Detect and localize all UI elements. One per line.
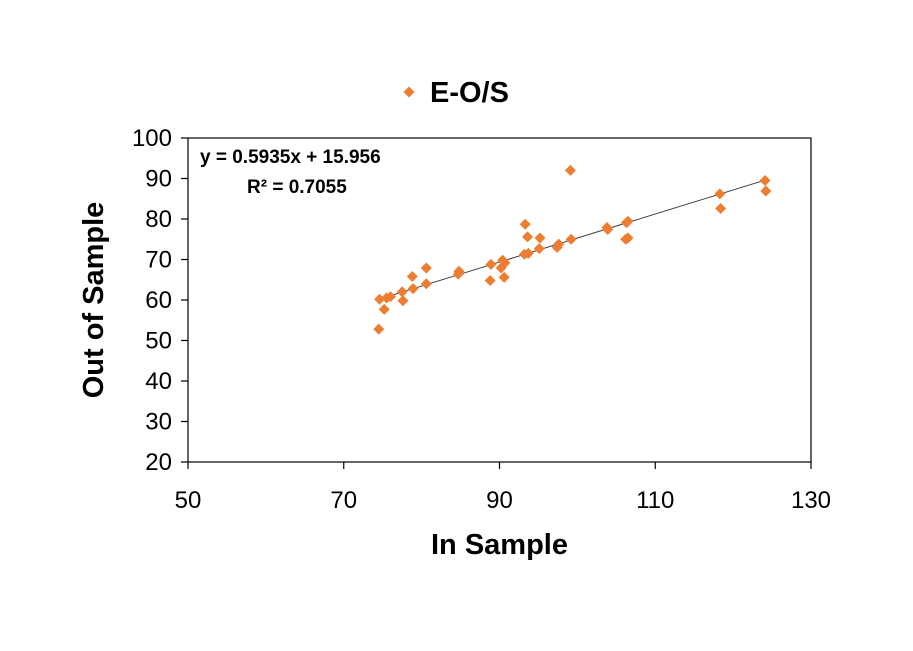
y-axis-title: Out of Sample xyxy=(78,202,110,399)
data-points xyxy=(373,164,772,335)
y-tick-label: 90 xyxy=(145,166,172,193)
data-point xyxy=(622,215,634,227)
legend-marker-diamond xyxy=(403,86,415,98)
data-point xyxy=(396,286,408,298)
data-point xyxy=(759,175,771,187)
x-tick-label: 50 xyxy=(175,487,202,514)
y-axis: 20 30 40 50 60 70 80 90 100 xyxy=(132,125,188,476)
data-point xyxy=(406,271,418,283)
x-tick-label: 110 xyxy=(636,487,674,514)
data-point xyxy=(534,232,546,244)
x-axis-title: In Sample xyxy=(431,529,568,561)
data-point xyxy=(714,188,726,200)
y-tick-label: 30 xyxy=(145,409,172,436)
x-tick-label: 130 xyxy=(791,487,831,514)
data-point xyxy=(374,293,386,305)
y-tick-label: 20 xyxy=(145,449,172,476)
data-point xyxy=(373,323,385,335)
data-point xyxy=(498,271,510,283)
trendline-equation: y = 0.5935x + 15.956 xyxy=(200,147,381,168)
data-point xyxy=(760,185,772,197)
legend: E-O/S xyxy=(403,77,509,109)
data-point xyxy=(378,303,390,315)
x-tick-label: 70 xyxy=(330,487,357,514)
data-point xyxy=(553,238,565,250)
y-tick-label: 80 xyxy=(145,206,172,233)
y-tick-label: 40 xyxy=(145,368,172,395)
y-tick-label: 60 xyxy=(145,287,172,314)
data-point xyxy=(499,257,511,269)
data-point xyxy=(453,265,465,277)
data-point xyxy=(564,164,576,176)
data-point xyxy=(602,224,614,236)
x-axis: 50 70 90 110 130 xyxy=(175,462,831,514)
data-point xyxy=(533,243,545,255)
data-point xyxy=(420,278,432,290)
data-point xyxy=(522,231,534,243)
data-point xyxy=(715,202,727,214)
data-point xyxy=(384,291,396,303)
y-tick-label: 50 xyxy=(145,328,172,355)
x-tick-label: 90 xyxy=(486,487,513,514)
legend-label: E-O/S xyxy=(430,77,509,109)
data-point xyxy=(397,295,409,307)
trendline-r-squared: R² = 0.7055 xyxy=(247,177,347,198)
plot-area xyxy=(187,137,812,463)
data-point xyxy=(522,247,534,259)
data-point xyxy=(407,283,419,295)
data-point xyxy=(485,258,497,270)
data-point xyxy=(565,233,577,245)
data-point xyxy=(519,218,531,230)
y-tick-label: 70 xyxy=(145,247,172,274)
data-point xyxy=(420,262,432,274)
data-point xyxy=(484,275,496,287)
y-tick-label: 100 xyxy=(132,125,172,152)
data-point xyxy=(622,232,634,244)
